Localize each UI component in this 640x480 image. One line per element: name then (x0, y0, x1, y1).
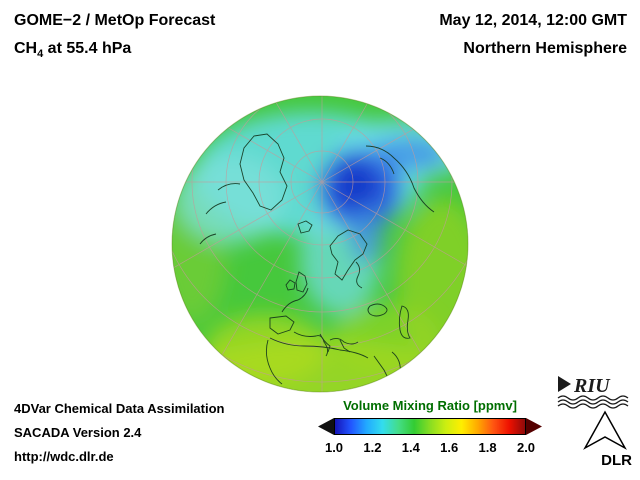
footer-credits: 4DVar Chemical Data Assimilation SACADA … (14, 397, 225, 469)
globe-anomaly-blobs (172, 112, 468, 392)
forecast-title: GOME−2 / MetOp Forecast (14, 12, 216, 29)
colorbar-right-arrow (526, 418, 542, 435)
dlr-emblem-icon (583, 410, 627, 450)
species-level-label: CH4 at 55.4 hPa (14, 40, 215, 60)
globe-limb (171, 95, 469, 393)
colorbar-title: Volume Mixing Ratio [ppmv] (343, 398, 517, 413)
colorbar-left-arrow (318, 418, 334, 435)
riu-waves-icon (557, 395, 629, 409)
colorbar-bar (318, 418, 542, 435)
datetime-label: May 12, 2014, 12:00 GMT (439, 12, 627, 29)
colorbar-tick: 1.8 (478, 440, 497, 455)
dlr-logo-text: DLR (601, 452, 632, 469)
dlr-logo: DLR (568, 409, 634, 469)
colorbar-tick: 1.6 (440, 440, 459, 455)
colorbar-tick: 1.0 (324, 440, 344, 455)
version-label: SACADA Version 2.4 (14, 425, 142, 440)
riu-logo-text: RIU (573, 375, 611, 397)
region-label: Northern Hemisphere (463, 40, 627, 57)
assimilation-label: 4DVar Chemical Data Assimilation (14, 401, 225, 416)
riu-triangle-icon (558, 376, 571, 392)
globe-svg (171, 95, 469, 393)
riu-logo: RIU (556, 371, 634, 414)
colorbar-ticks: 1.0 1.2 1.4 1.6 1.8 2.0 (325, 440, 535, 455)
colorbar-tick: 2.0 (516, 440, 536, 455)
colorbar: Volume Mixing Ratio [ppmv] 1.0 1.2 1.4 1… (318, 398, 542, 455)
species-symbol: CH (14, 40, 38, 57)
colorbar-tick: 1.2 (363, 440, 382, 455)
url-label: http://wdc.dlr.de (14, 449, 114, 464)
globe-map (170, 94, 470, 394)
header-right: May 12, 2014, 12:00 GMT Northern Hemisph… (439, 12, 627, 58)
species-pressure: at 55.4 hPa (43, 40, 132, 57)
colorbar-gradient (334, 418, 526, 435)
header-left: GOME−2 / MetOp Forecast CH4 at 55.4 hPa (14, 12, 215, 60)
colorbar-tick: 1.4 (401, 440, 420, 455)
species-subscript: 4 (37, 48, 44, 61)
